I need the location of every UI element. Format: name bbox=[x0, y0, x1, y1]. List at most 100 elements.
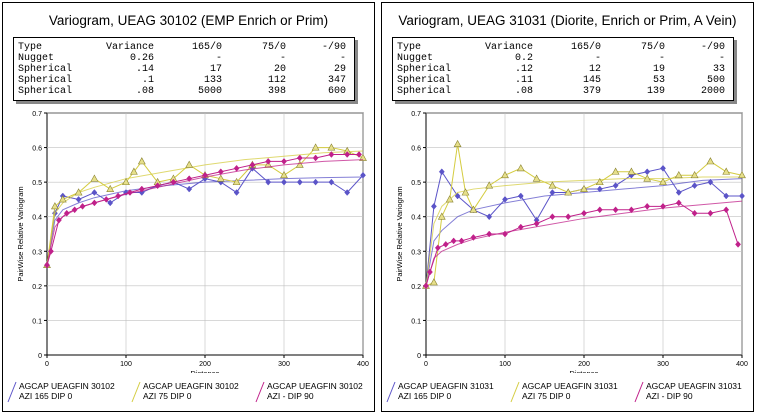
table-cell: - bbox=[339, 53, 346, 64]
data-point bbox=[486, 213, 493, 221]
legend-sublabel: AZI - DIP 90 bbox=[267, 391, 314, 401]
data-point bbox=[106, 184, 115, 192]
data-point bbox=[328, 178, 335, 186]
y-tick-label: 0.7 bbox=[411, 111, 421, 118]
data-point bbox=[461, 188, 470, 196]
table-row: Spherical .14 17 20 29 bbox=[18, 64, 346, 75]
data-point bbox=[170, 178, 177, 186]
legend-item: AGCAP UEAGFIN 30102 AZI 75 DIP 0 bbox=[131, 377, 251, 409]
data-point bbox=[675, 199, 682, 207]
x-tick-label: 200 bbox=[578, 361, 590, 368]
y-tick-label: 0.2 bbox=[32, 284, 42, 291]
table-row: Nugget 0.2 - - - bbox=[397, 53, 725, 64]
table-header: Type bbox=[18, 42, 43, 53]
x-axis-label: Distance bbox=[190, 369, 219, 373]
legend-line-icon bbox=[510, 381, 520, 403]
y-tick-label: 0.3 bbox=[32, 249, 42, 256]
data-point bbox=[660, 202, 666, 210]
table-header: -/90 bbox=[321, 42, 346, 53]
data-point bbox=[738, 171, 746, 179]
x-tick-label: 400 bbox=[736, 361, 748, 368]
table-cell: 500 bbox=[706, 75, 725, 86]
legend-item: AGCAP UEAGFIN 31031 AZI - DIP 90 bbox=[634, 377, 754, 409]
data-point bbox=[501, 171, 509, 179]
data-point bbox=[628, 206, 635, 214]
table-cell: 600 bbox=[327, 86, 346, 97]
data-point bbox=[517, 192, 524, 200]
data-point bbox=[660, 164, 666, 172]
data-point bbox=[675, 189, 682, 196]
legend-label: AGCAP UEAGFIN 30102 bbox=[19, 381, 115, 391]
y-tick-label: 0.1 bbox=[32, 318, 42, 325]
data-point bbox=[564, 188, 573, 196]
series-line-0 bbox=[46, 167, 364, 266]
table-header: 165/0 bbox=[570, 42, 601, 53]
y-tick-label: 0.6 bbox=[411, 146, 421, 153]
data-point bbox=[281, 158, 287, 165]
data-point bbox=[50, 202, 59, 210]
data-point bbox=[312, 178, 319, 186]
table-header: Variance bbox=[105, 42, 154, 53]
data-point bbox=[137, 157, 146, 165]
data-point bbox=[107, 199, 114, 207]
data-point bbox=[454, 192, 461, 200]
table-cell: .11 bbox=[514, 75, 533, 86]
data-point bbox=[430, 202, 437, 210]
model-curve-1 bbox=[46, 150, 364, 266]
x-axis-label: Distance bbox=[569, 369, 598, 373]
table-cell: 5000 bbox=[197, 86, 222, 97]
data-point bbox=[723, 192, 730, 200]
data-point bbox=[327, 143, 336, 151]
table-cell: Spherical bbox=[397, 75, 452, 86]
x-tick-label: 0 bbox=[45, 361, 49, 368]
data-point bbox=[532, 174, 541, 182]
data-point bbox=[643, 174, 652, 182]
y-tick-label: 0.5 bbox=[411, 180, 421, 187]
data-point bbox=[706, 157, 715, 165]
data-point bbox=[186, 175, 193, 183]
table-cell: 0.2 bbox=[514, 53, 533, 64]
variogram-model-table: Type Variance 165/0 75/0 -/90 Nugget 0.2… bbox=[392, 37, 734, 101]
data-point bbox=[359, 153, 367, 161]
data-point bbox=[469, 205, 478, 213]
data-point bbox=[233, 164, 240, 172]
data-point bbox=[356, 151, 362, 158]
data-point bbox=[63, 209, 70, 217]
legend-label: AGCAP UEAGFIN 30102 bbox=[267, 381, 363, 391]
data-point bbox=[103, 196, 110, 203]
table-cell: 19 bbox=[652, 64, 665, 75]
table-row: Spherical .08 379 139 2000 bbox=[397, 86, 725, 97]
table-cell: .14 bbox=[135, 64, 154, 75]
data-point bbox=[612, 182, 619, 189]
table-header: 165/0 bbox=[191, 42, 222, 53]
chart-title: Variogram, UEAG 31031 (Diorite, Enrich o… bbox=[398, 13, 737, 28]
data-point bbox=[486, 230, 493, 238]
model-curve-2 bbox=[425, 200, 743, 286]
table-cell: .1 bbox=[141, 75, 154, 86]
table-cell: .08 bbox=[135, 86, 154, 97]
legend-item: AGCAP UEAGFIN 31031 AZI 165 DIP 0 bbox=[386, 377, 506, 409]
series-line-1 bbox=[425, 144, 743, 287]
table-cell: 145 bbox=[582, 75, 601, 86]
table-cell: Spherical bbox=[18, 64, 73, 75]
table-cell: 29 bbox=[333, 64, 346, 75]
data-point bbox=[138, 185, 145, 193]
data-point bbox=[127, 189, 133, 196]
data-point bbox=[312, 154, 319, 162]
y-tick-label: 0 bbox=[38, 353, 42, 360]
legend-sublabel: AZI 75 DIP 0 bbox=[522, 391, 571, 401]
x-tick-label: 300 bbox=[278, 361, 290, 368]
data-point bbox=[233, 189, 240, 196]
data-point bbox=[485, 181, 494, 189]
data-point bbox=[71, 206, 78, 214]
legend-line-icon bbox=[386, 381, 396, 403]
y-axis-label: PairWise Relative Variogram bbox=[16, 186, 25, 281]
data-point bbox=[249, 161, 256, 169]
data-point bbox=[595, 177, 604, 186]
variogram-chart-left: 0 0.1 0.2 0.3 0.4 0.5 0.6 0.7 0 100 200 300 400 Dista… bbox=[16, 111, 369, 373]
table-cell: 0.26 bbox=[129, 53, 154, 64]
table-cell: 17 bbox=[209, 64, 222, 75]
data-point bbox=[674, 171, 683, 179]
data-point bbox=[453, 139, 462, 148]
table-row: Nugget 0.26 - - - bbox=[18, 53, 346, 64]
